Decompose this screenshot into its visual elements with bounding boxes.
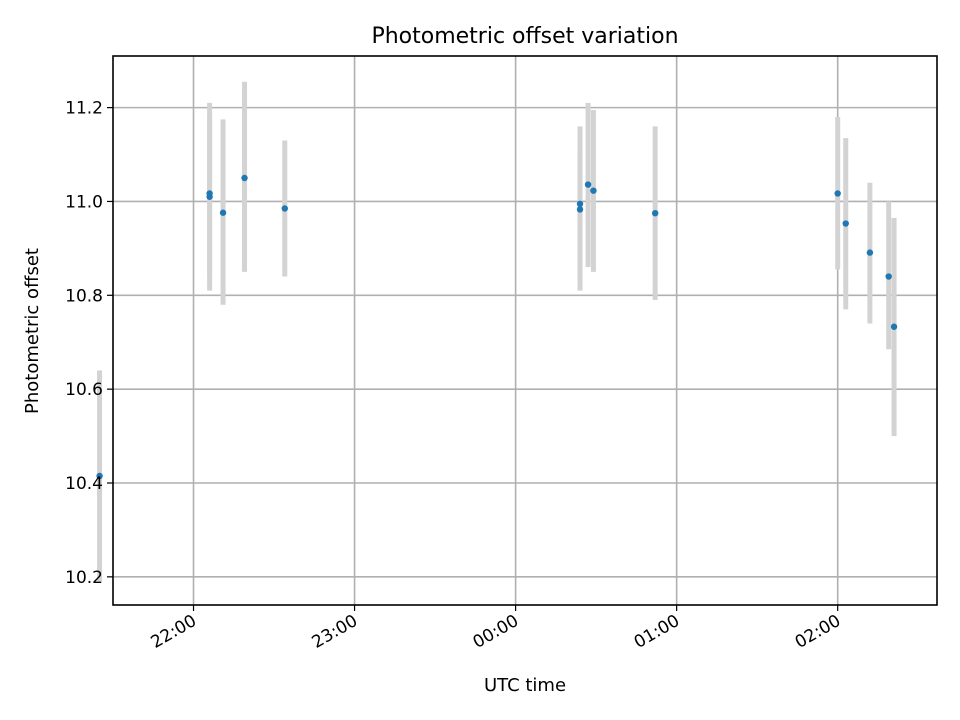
x-tick-label: 02:00 — [792, 611, 844, 653]
y-tick-label: 11.0 — [65, 192, 103, 212]
y-tick-label: 10.8 — [65, 286, 103, 306]
data-point — [866, 249, 874, 256]
data-point — [281, 205, 288, 212]
data-point — [576, 200, 584, 208]
data-point — [651, 209, 659, 217]
y-tick-label: 10.4 — [65, 474, 103, 494]
x-axis-label: UTC time — [484, 675, 566, 696]
data-point — [206, 190, 213, 197]
y-tick-label: 10.2 — [65, 568, 103, 588]
x-tick-label: 22:00 — [148, 611, 200, 653]
y-axis-label: Photometric offset — [22, 248, 43, 414]
plot-frame — [112, 55, 938, 606]
point-layer — [96, 174, 898, 480]
data-point — [241, 174, 248, 182]
data-point — [576, 206, 584, 213]
x-tick-label: 23:00 — [309, 611, 361, 653]
data-point — [842, 220, 849, 227]
chart-title: Photometric offset variation — [371, 24, 678, 49]
tick-layer: 22:00 23:00 00:00 01:00 02:00 10.2 10.4 10.6 10.… — [65, 99, 844, 653]
data-point — [584, 181, 592, 188]
data-point — [885, 273, 892, 280]
y-tick-label: 11.2 — [65, 99, 103, 119]
y-tick-label: 10.6 — [65, 380, 103, 400]
x-tick-label: 00:00 — [470, 611, 522, 653]
data-point — [219, 209, 227, 216]
errorbar-layer — [97, 81, 897, 582]
grid-layer — [113, 56, 937, 605]
data-point — [96, 472, 103, 480]
x-tick-label: 01:00 — [631, 611, 683, 653]
data-point — [590, 187, 597, 194]
data-point — [834, 190, 841, 197]
data-point — [890, 323, 898, 330]
